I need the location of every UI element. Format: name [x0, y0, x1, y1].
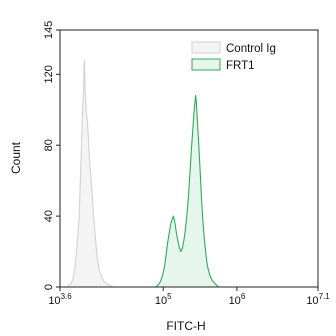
x-tick-label: 103.6: [48, 292, 72, 307]
y-tick-label: 145: [43, 21, 55, 39]
series-frt1: [155, 95, 220, 288]
legend-swatch-frt1: [191, 58, 221, 71]
legend-label-control-ig: Control Ig: [226, 43, 276, 55]
axes-layer: 103.6 105 106 107.1 0 40 80 120 145: [43, 21, 330, 307]
y-axis-title: Count: [9, 141, 23, 174]
y-tick-label: 0: [43, 284, 55, 290]
y-tick-label: 40: [43, 210, 55, 222]
series-control-ig: [66, 59, 114, 288]
plot-frame: [59, 29, 319, 288]
y-tick-label: 80: [43, 139, 55, 151]
legend-label-frt1: FRT1: [226, 60, 255, 72]
x-tick-label: 106: [229, 292, 246, 307]
legend: Control Ig FRT1: [191, 41, 276, 72]
x-tick-label: 105: [155, 292, 172, 307]
x-axis-title: FITC-H: [166, 319, 205, 333]
y-tick-label: 120: [43, 65, 55, 83]
x-tick-label: 107.1: [306, 292, 330, 307]
series-layer: [66, 59, 220, 288]
legend-swatch-control-ig: [191, 41, 221, 54]
